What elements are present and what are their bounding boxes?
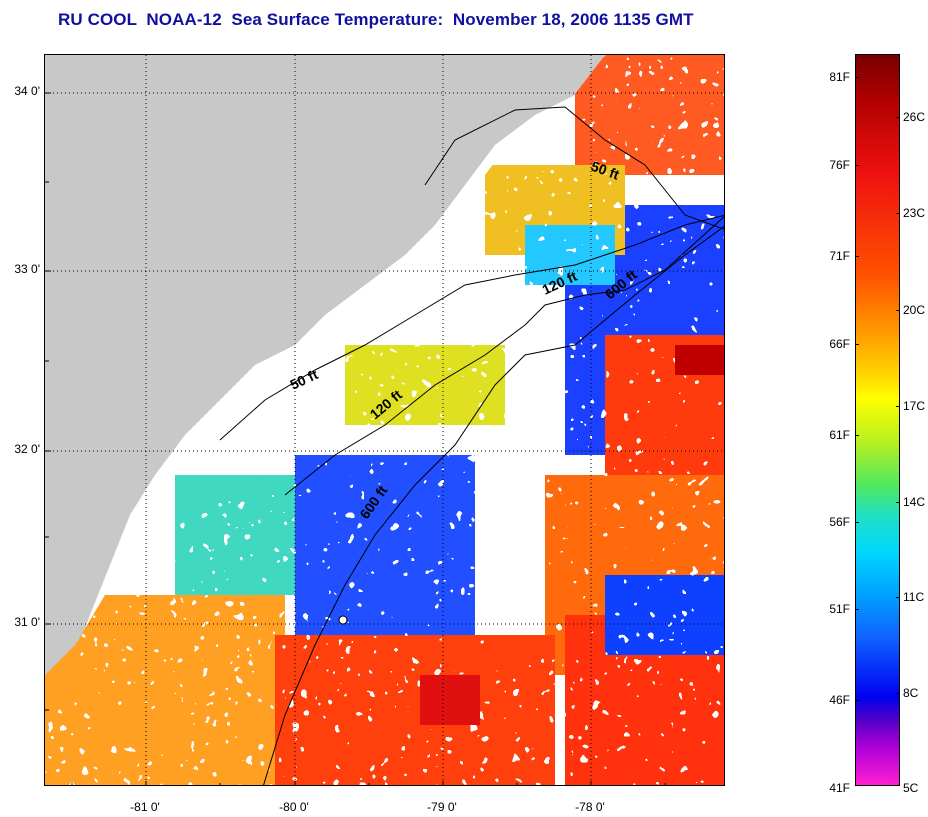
colorbar-f-label: 51F: [829, 602, 850, 616]
colorbar-f-label: 76F: [829, 158, 850, 172]
colorbar-c-label: 5C: [903, 781, 919, 795]
contour-50ft-north: [424, 106, 724, 230]
colorbar-f-label: 81F: [829, 70, 850, 84]
lon-label: -79 0': [427, 800, 457, 814]
colorbar-c-label: 20C: [903, 303, 926, 317]
map-title: RU COOL NOAA-12 Sea Surface Temperature:…: [58, 10, 694, 29]
colorbar-c-label: 17C: [903, 399, 926, 413]
colorbar-f-label: 71F: [829, 249, 850, 263]
colorbar-c-label: 23C: [903, 206, 926, 220]
temperature-colorbar: [855, 54, 900, 786]
lat-label: 34 0': [14, 84, 40, 98]
map-gridlines: [45, 55, 724, 785]
sst-map: 50 ft 120 ft 600 ft 50 ft 120 ft 600 ft: [44, 54, 725, 786]
mid-patch: [345, 345, 505, 425]
hot-patch: [675, 345, 724, 375]
lat-label: 31 0': [14, 615, 40, 629]
warm-patch: [275, 635, 555, 785]
colorbar-c-label: 26C: [903, 110, 926, 124]
lon-label: -81 0': [130, 800, 160, 814]
cool-patch: [175, 475, 295, 595]
colorbar-f-label: 61F: [829, 428, 850, 442]
cool-patch: [295, 455, 475, 635]
lon-label: -78 0': [575, 800, 605, 814]
warm-patch: [575, 55, 724, 175]
hot-patch: [420, 675, 480, 725]
depth-contours: [219, 106, 724, 785]
colorbar-f-label: 56F: [829, 515, 850, 529]
land-area: [45, 55, 605, 715]
colorbar-f-label: 46F: [829, 693, 850, 707]
contour-600ft: [263, 225, 724, 785]
axis-ticks: [45, 92, 666, 785]
contour-50ft: [219, 214, 724, 441]
colorbar-f-label: 66F: [829, 337, 850, 351]
colorbar-c-label: 14C: [903, 495, 926, 509]
lat-label: 32 0': [14, 442, 40, 456]
cool-patch: [525, 225, 615, 285]
cool-patch: [605, 575, 724, 655]
colorbar-c-label: 11C: [903, 590, 925, 604]
lon-label: -80 0': [279, 800, 309, 814]
station-marker: [338, 615, 348, 625]
colorbar-c-label: 8C: [903, 686, 919, 700]
colorbar-f-label: 41F: [829, 781, 850, 795]
contour-120ft: [284, 216, 724, 496]
lat-label: 33 0': [14, 262, 40, 276]
sst-map-canvas: 50 ft 120 ft 600 ft 50 ft 120 ft 600 ft: [45, 55, 724, 785]
